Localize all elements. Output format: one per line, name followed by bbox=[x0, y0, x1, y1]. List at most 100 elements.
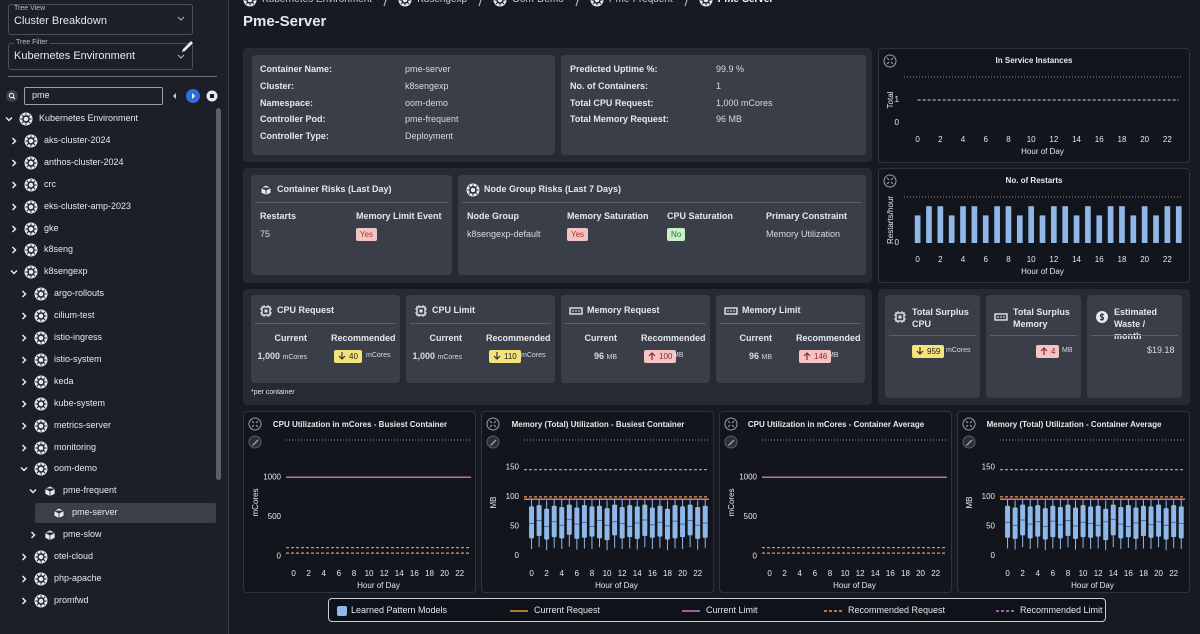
legend-label: Recommended Request bbox=[848, 605, 946, 615]
tree-view-select[interactable] bbox=[8, 4, 193, 35]
tree-item[interactable]: k8seng bbox=[44, 244, 74, 255]
core bbox=[264, 309, 268, 313]
bar bbox=[1051, 206, 1057, 243]
current-label: Current bbox=[274, 333, 307, 343]
box bbox=[529, 506, 535, 539]
tree-item[interactable]: aks-cluster-2024 bbox=[44, 134, 111, 145]
expand-toggle[interactable] bbox=[19, 311, 29, 321]
expand-toggle[interactable] bbox=[19, 377, 29, 387]
slash bbox=[383, 0, 387, 7]
chevron bbox=[5, 116, 13, 122]
expand-toggle[interactable] bbox=[9, 202, 19, 212]
bar bbox=[948, 215, 955, 243]
expand-toggle[interactable] bbox=[19, 355, 29, 365]
tree-item[interactable]: php-apache bbox=[54, 572, 102, 583]
expand-toggle[interactable] bbox=[19, 574, 29, 584]
tree-item[interactable]: anthos-cluster-2024 bbox=[44, 156, 124, 167]
tree-item[interactable]: metrics-server bbox=[54, 419, 112, 430]
recommended-label: Recommended bbox=[486, 333, 551, 343]
cells bbox=[997, 316, 1005, 318]
tree-item[interactable]: pme-server bbox=[72, 507, 118, 518]
tree-item[interactable]: otel-cloud bbox=[54, 551, 94, 561]
box bbox=[1156, 504, 1162, 537]
sidebar-icons bbox=[6, 16, 218, 103]
x-tick-label: 12 bbox=[1049, 135, 1058, 144]
tree-filter-select[interactable] bbox=[8, 43, 193, 70]
tree-item[interactable]: argo-rollouts bbox=[54, 288, 105, 299]
selected-row bbox=[35, 503, 216, 524]
breadcrumb-item[interactable]: Kubernetes Environment bbox=[262, 0, 372, 5]
tree-item[interactable]: kube-system bbox=[54, 397, 106, 408]
tree-item[interactable]: gke bbox=[44, 222, 59, 233]
expand-toggle[interactable] bbox=[19, 333, 29, 343]
tree-item[interactable]: istio-system bbox=[54, 353, 102, 364]
expand-toggle[interactable] bbox=[28, 530, 38, 540]
tree-item[interactable]: istio-ingress bbox=[54, 332, 103, 342]
expand-toggle[interactable] bbox=[9, 136, 19, 146]
ring bbox=[883, 54, 897, 68]
surplus-title: Total Surplus CPU bbox=[912, 307, 969, 329]
tree-item[interactable]: promfwd bbox=[54, 594, 89, 605]
expand-toggle[interactable] bbox=[9, 224, 19, 234]
edit-icon[interactable] bbox=[182, 41, 193, 52]
recommended-label: Recommended bbox=[331, 333, 396, 343]
y-axis-label: mCores bbox=[251, 488, 260, 516]
tree-item[interactable]: oom-demo bbox=[54, 463, 98, 474]
tree-item[interactable]: keda bbox=[54, 375, 74, 386]
tree-item[interactable]: monitoring bbox=[54, 441, 97, 452]
search-input[interactable] bbox=[24, 87, 163, 105]
value: 96 bbox=[593, 351, 604, 361]
spokes bbox=[25, 157, 37, 169]
x-tick-label: 6 bbox=[813, 569, 818, 578]
breadcrumb-item[interactable]: Pme-Frequent bbox=[609, 0, 673, 5]
memory-icon bbox=[724, 307, 738, 315]
expand-toggle[interactable] bbox=[19, 399, 29, 409]
tree-view-label: Tree View bbox=[14, 5, 46, 12]
status-badge: Yes bbox=[567, 228, 589, 241]
expand-toggle[interactable] bbox=[9, 180, 19, 190]
slash bbox=[684, 0, 688, 7]
slash bbox=[575, 0, 579, 7]
legend-key bbox=[682, 610, 700, 612]
breadcrumb-item[interactable]: K8sengexp bbox=[417, 0, 467, 5]
cpu-icon bbox=[260, 305, 272, 317]
x-tick-label: 10 bbox=[1079, 569, 1088, 578]
expand-toggle[interactable] bbox=[19, 443, 29, 453]
expand-toggle[interactable] bbox=[19, 596, 29, 606]
y-tick-label: 50 bbox=[510, 522, 519, 531]
resource-title: CPU Request bbox=[277, 305, 335, 315]
expand-toggle[interactable] bbox=[19, 552, 29, 562]
collapse-toggle[interactable] bbox=[19, 464, 29, 474]
tree-item[interactable]: pme-frequent bbox=[63, 485, 117, 496]
collapse-toggle[interactable] bbox=[9, 267, 19, 277]
tree-item[interactable]: crc bbox=[44, 178, 56, 189]
tree-item[interactable]: Kubernetes Environment bbox=[39, 113, 139, 123]
k8s-icon bbox=[243, 0, 257, 7]
spokes bbox=[35, 463, 47, 475]
y-tick-label: 1000 bbox=[739, 472, 757, 481]
collapse-toggle[interactable] bbox=[4, 114, 14, 124]
breadcrumb-item[interactable]: Oom-Demo bbox=[512, 0, 564, 5]
summary-card bbox=[252, 55, 555, 155]
x-tick-label: 8 bbox=[1006, 135, 1011, 144]
value: 1,000 bbox=[412, 351, 435, 361]
tree-item[interactable]: k8sengexp bbox=[44, 266, 88, 277]
x-tick-label: 14 bbox=[1109, 569, 1118, 578]
spokes bbox=[25, 179, 37, 191]
y-tick-label: 150 bbox=[506, 462, 520, 471]
chart-card bbox=[243, 411, 476, 593]
tree-item[interactable]: eks-cluster-amp-2023 bbox=[44, 200, 132, 211]
collapse-toggle[interactable] bbox=[28, 486, 38, 496]
bar bbox=[1107, 206, 1114, 243]
expand-toggle[interactable] bbox=[9, 158, 19, 168]
expand-toggle[interactable] bbox=[9, 245, 19, 255]
prev-button[interactable] bbox=[173, 93, 176, 99]
expand-toggle[interactable] bbox=[19, 289, 29, 299]
chart: Memory (Total) Utilization - Busiest Con… bbox=[489, 420, 709, 590]
tree-item[interactable]: pme-slow bbox=[63, 529, 102, 540]
memory-icon bbox=[569, 307, 583, 315]
expand-toggle[interactable] bbox=[19, 421, 29, 431]
trend-arrow bbox=[648, 352, 656, 360]
tree-item[interactable]: cilium-test bbox=[54, 310, 95, 321]
summary-value: oom-demo bbox=[405, 97, 449, 108]
